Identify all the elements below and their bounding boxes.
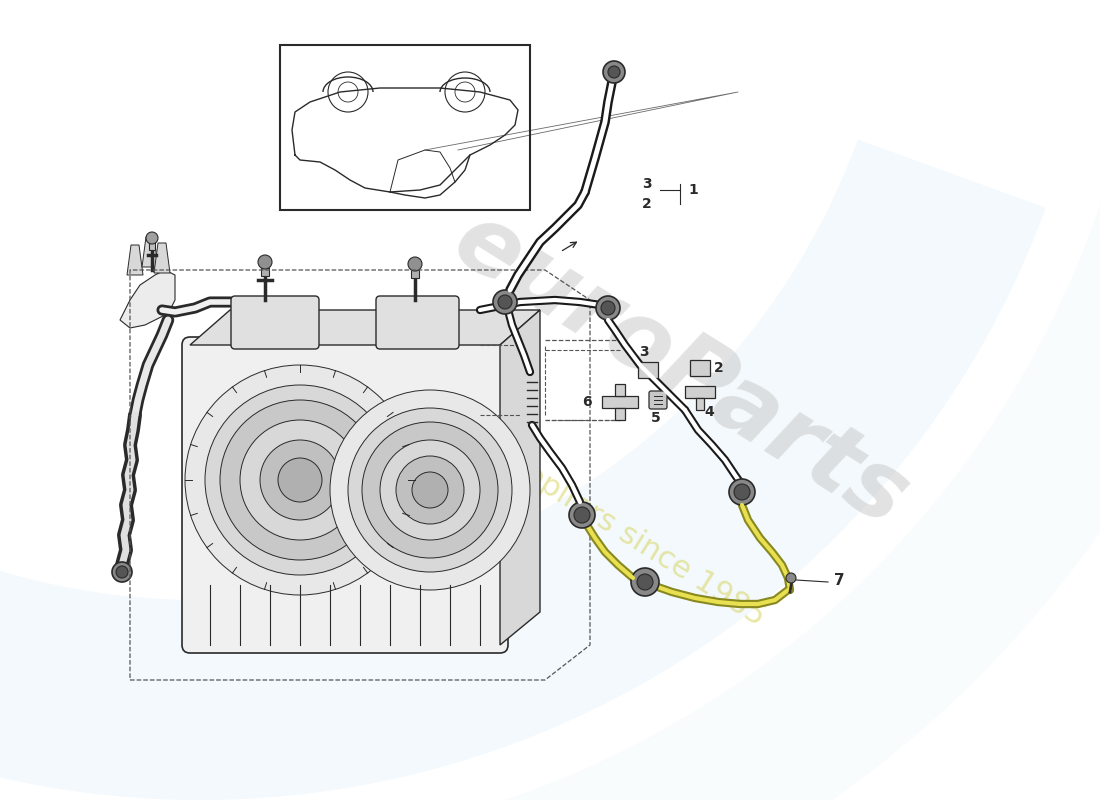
Circle shape — [240, 420, 360, 540]
Text: 5: 5 — [651, 411, 661, 425]
Polygon shape — [126, 245, 143, 275]
Text: 3: 3 — [642, 177, 652, 191]
Bar — [638, 362, 658, 378]
Circle shape — [412, 472, 448, 508]
Text: 2: 2 — [714, 361, 724, 375]
Circle shape — [786, 573, 796, 583]
Circle shape — [596, 296, 620, 320]
Circle shape — [260, 440, 340, 520]
Polygon shape — [120, 270, 175, 328]
FancyBboxPatch shape — [231, 296, 319, 349]
Circle shape — [146, 232, 158, 244]
Circle shape — [348, 408, 512, 572]
Circle shape — [396, 456, 464, 524]
Text: euroParts: euroParts — [436, 194, 924, 546]
Circle shape — [112, 562, 132, 582]
Bar — [411, 270, 419, 278]
Bar — [280, 45, 530, 210]
Polygon shape — [190, 310, 540, 345]
Circle shape — [258, 255, 272, 269]
Polygon shape — [0, 65, 1100, 800]
Text: 2: 2 — [642, 197, 652, 211]
Text: 1: 1 — [688, 183, 697, 197]
Text: 3: 3 — [639, 345, 649, 359]
Bar — [615, 408, 625, 420]
Bar — [685, 386, 715, 398]
Circle shape — [601, 301, 615, 315]
Circle shape — [569, 502, 595, 528]
Circle shape — [498, 295, 512, 309]
FancyBboxPatch shape — [182, 337, 508, 653]
Circle shape — [734, 484, 750, 500]
FancyBboxPatch shape — [376, 296, 459, 349]
Polygon shape — [0, 139, 1046, 800]
Text: 6: 6 — [582, 395, 592, 409]
Text: 7: 7 — [834, 573, 845, 588]
Circle shape — [608, 66, 620, 78]
Bar — [148, 242, 155, 250]
Circle shape — [574, 507, 590, 523]
Circle shape — [408, 257, 422, 271]
Bar — [690, 360, 710, 376]
Polygon shape — [154, 243, 170, 273]
Bar — [261, 268, 270, 276]
Text: a parts suppliers since 1985: a parts suppliers since 1985 — [389, 378, 771, 632]
Circle shape — [637, 574, 653, 590]
Circle shape — [493, 290, 517, 314]
Text: 4: 4 — [704, 405, 714, 419]
Polygon shape — [500, 310, 540, 645]
Circle shape — [220, 400, 380, 560]
Circle shape — [729, 479, 755, 505]
Circle shape — [379, 440, 480, 540]
Circle shape — [278, 458, 322, 502]
Circle shape — [362, 422, 498, 558]
Circle shape — [116, 566, 128, 578]
Circle shape — [631, 568, 659, 596]
Bar — [602, 396, 638, 408]
Bar — [696, 398, 704, 410]
Circle shape — [330, 390, 530, 590]
Circle shape — [205, 385, 395, 575]
Polygon shape — [142, 237, 158, 267]
Bar — [615, 384, 625, 396]
Circle shape — [185, 365, 415, 595]
FancyBboxPatch shape — [649, 391, 667, 409]
Circle shape — [603, 61, 625, 83]
